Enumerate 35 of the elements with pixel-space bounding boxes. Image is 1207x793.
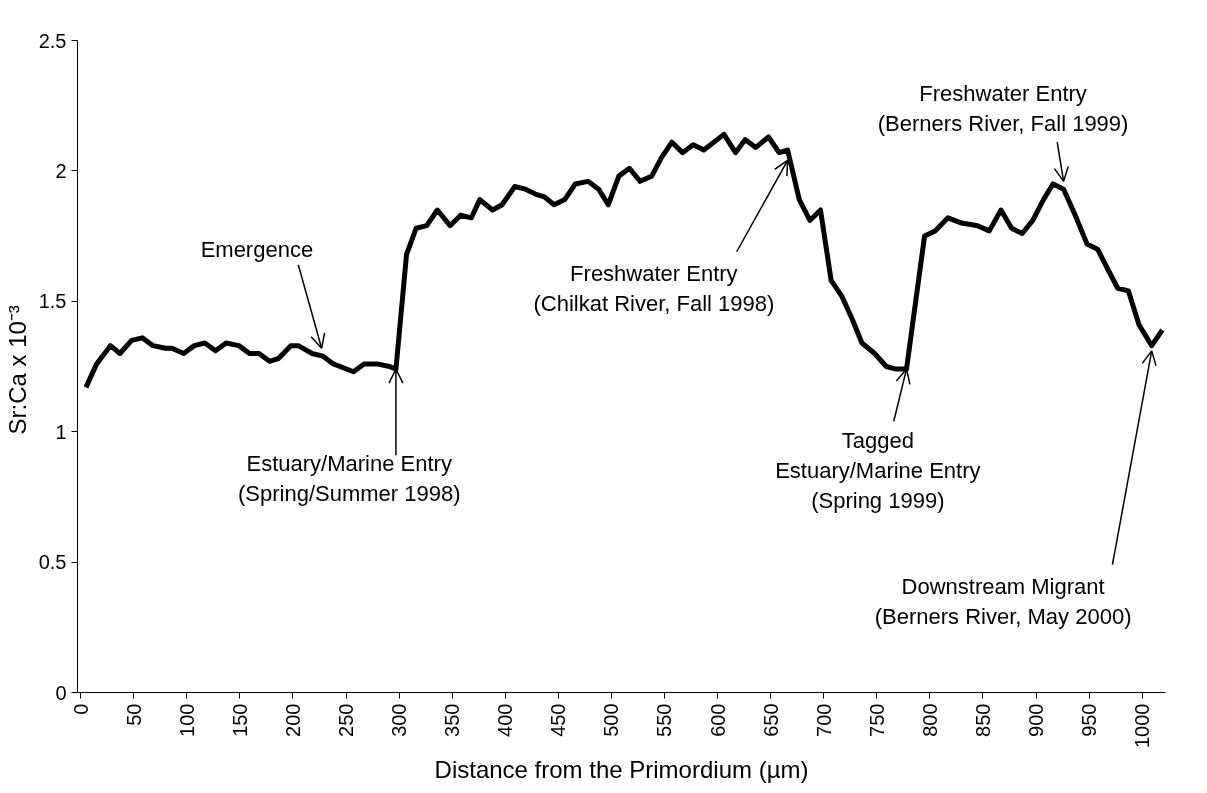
- x-tick-label: 1000: [1131, 703, 1154, 748]
- annotation: Emergence: [200, 236, 314, 262]
- x-tick-label: 650: [759, 703, 782, 737]
- annotation: Tagged Estuary/Marine Entry (Spring 1999): [775, 428, 981, 514]
- x-tick-label: 950: [1078, 703, 1101, 737]
- x-tick-label: 500: [600, 703, 623, 737]
- y-tick-label: 2.5: [38, 29, 67, 52]
- x-tick-label: 100: [175, 703, 198, 737]
- x-tick-label: 750: [865, 703, 888, 737]
- y-tick-label: 0: [55, 681, 67, 704]
- x-tick-label: 0: [69, 703, 92, 715]
- x-tick-label: 400: [494, 703, 517, 737]
- x-tick-label: 200: [281, 703, 304, 737]
- y-tick-label: 2: [55, 159, 67, 182]
- x-tick-label: 550: [653, 703, 676, 737]
- x-tick-label: 800: [918, 703, 941, 737]
- x-tick-label: 300: [388, 703, 411, 737]
- y-tick-label: 1.5: [38, 290, 67, 313]
- y-tick-label: 0.5: [38, 551, 67, 574]
- annotation: Freshwater Entry (Berners River, Fall 1999): [877, 80, 1129, 136]
- x-tick-label: 600: [706, 703, 729, 737]
- x-axis-title: Distance from the Primordium (µm): [434, 755, 809, 783]
- x-tick-label: 700: [812, 703, 835, 737]
- annotation: Freshwater Entry (Chilkat River, Fall 1998): [533, 260, 775, 316]
- x-tick-label: 900: [1025, 703, 1047, 737]
- x-tick-label: 50: [122, 703, 145, 726]
- y-axis-title: Sr:Ca x 10⁻³: [3, 305, 31, 435]
- x-tick-label: 850: [971, 703, 994, 737]
- x-tick-label: 350: [441, 703, 464, 737]
- x-tick-label: 150: [228, 703, 251, 737]
- x-tick-label: 450: [547, 703, 570, 737]
- y-tick-label: 1: [55, 420, 67, 443]
- annotation: Downstream Migrant (Berners River, May 2000): [874, 573, 1132, 629]
- annotation: Estuary/Marine Entry (Spring/Summer 1998): [237, 451, 461, 507]
- x-tick-label: 250: [335, 703, 358, 737]
